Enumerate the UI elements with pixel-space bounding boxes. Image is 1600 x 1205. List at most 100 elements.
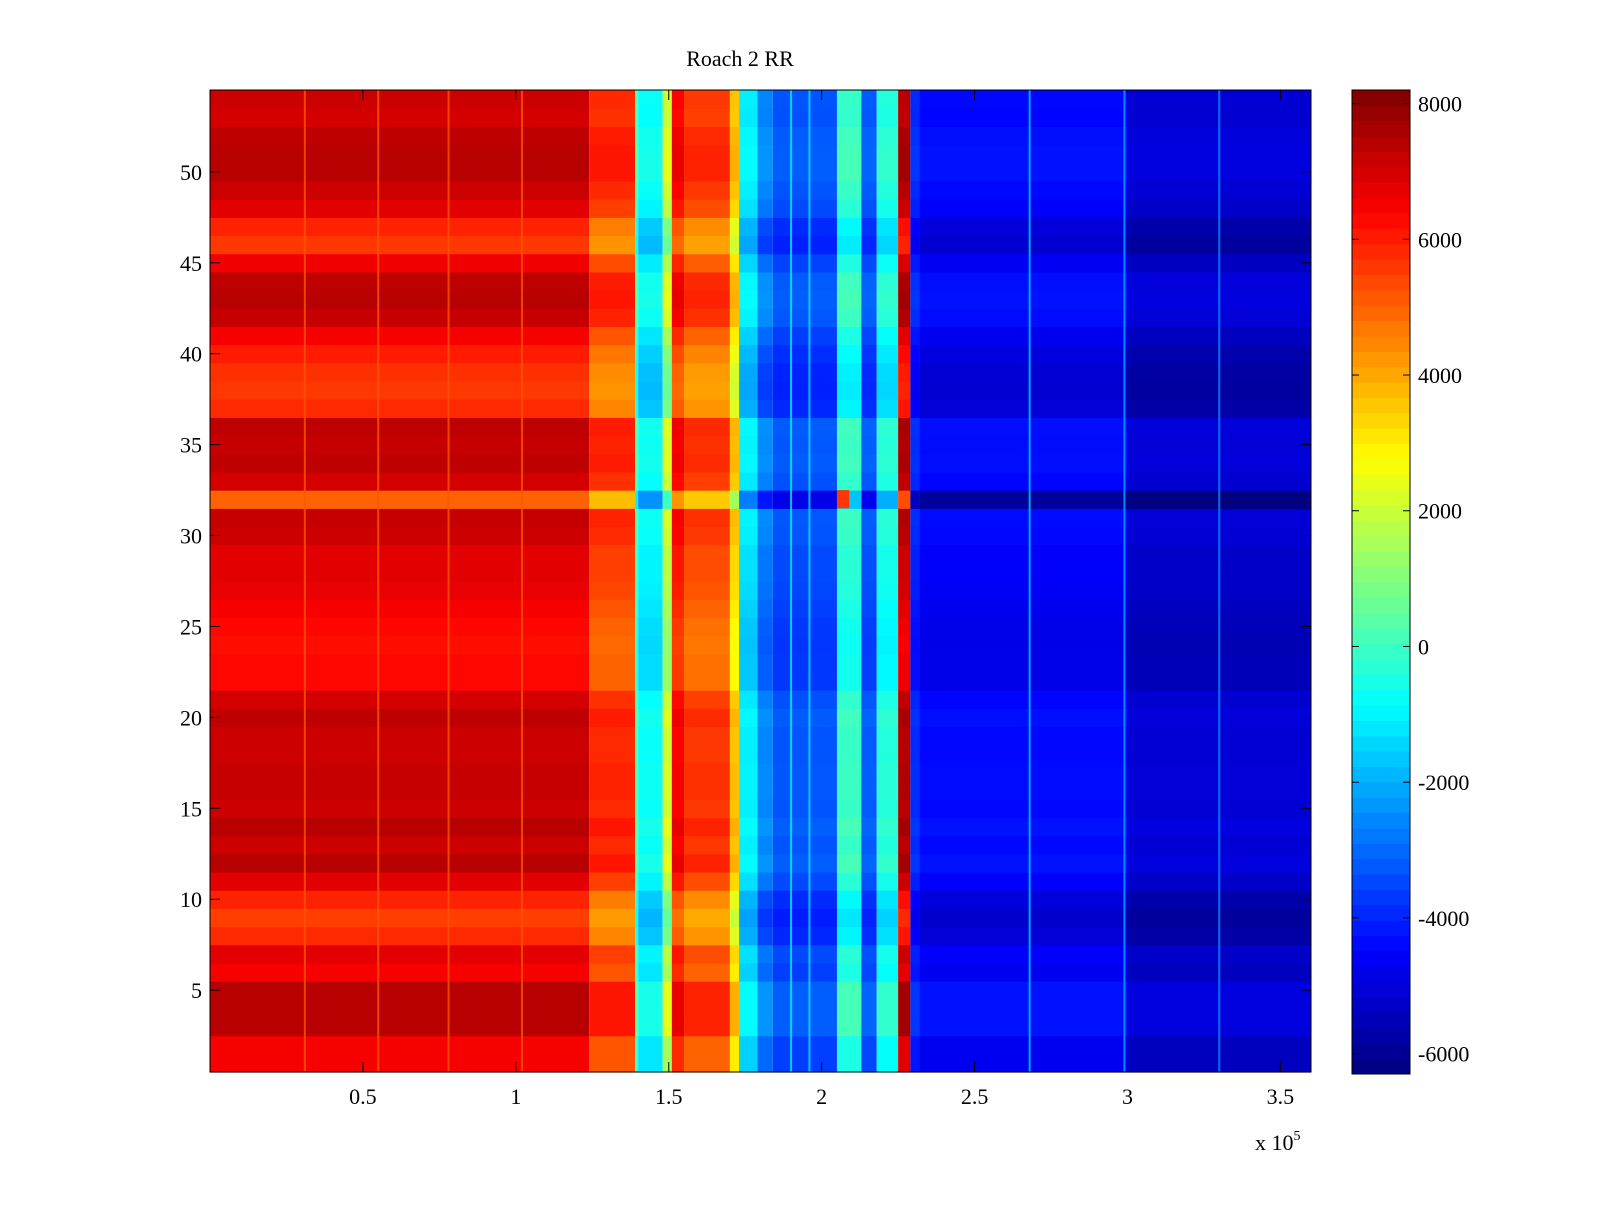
heatmap-cell [671,90,685,109]
heatmap-cell [589,799,636,819]
heatmap-cell [898,981,911,1000]
heatmap-cell [898,453,911,473]
colorbar-segment [1352,874,1410,890]
heatmap-cell [757,799,773,819]
heatmap-cell [635,908,639,928]
heatmap-cell [876,653,899,673]
heatmap-cell [919,1053,1128,1073]
heatmap-cell [729,871,740,891]
heatmap-cell [898,781,911,800]
heatmap-cell [662,453,672,473]
colorbar-segment [1352,535,1410,552]
heatmap-cell [836,671,862,691]
heatmap-cell [898,344,911,364]
colorbar-tick-label: 2000 [1418,499,1462,524]
heatmap-cell [898,326,911,346]
heatmap-cell [684,817,730,837]
colorbar-segment [1352,366,1410,383]
heatmap-cell [671,217,685,237]
heatmap-cell [638,126,663,146]
heatmap-cell [210,562,590,582]
heatmap-cell [671,399,685,418]
heatmap-cell [729,490,740,509]
heatmap-cell [861,999,877,1019]
heatmap-cell [739,671,758,691]
heatmap-cell [589,508,636,528]
heatmap-cell [757,853,773,873]
heatmap-cell [589,344,636,364]
y-tick-label: 40 [180,342,202,367]
heatmap-cell [772,617,837,637]
heatmap-cell [876,1053,899,1073]
heatmap-cell [589,417,636,437]
heatmap-cell [684,399,730,418]
heatmap-cell [684,380,730,400]
heatmap-cell [210,653,590,673]
heatmap-cell [671,999,685,1019]
heatmap-cell [757,217,773,237]
heatmap-cell [729,635,740,655]
heatmap-cell [757,435,773,455]
heatmap-cell [729,108,740,127]
heatmap-cell [757,871,773,891]
heatmap-cell [772,526,837,546]
heatmap-cell [589,817,636,837]
heatmap-cell [772,344,837,364]
heatmap-cell [210,726,590,746]
heatmap-cell [638,471,663,491]
heatmap-cell [684,962,730,982]
heatmap-cell [910,871,920,891]
heatmap-cell [638,781,663,800]
heatmap-cell [919,871,1128,891]
colorbar-segment [1352,489,1410,506]
heatmap-cell [919,235,1128,255]
heatmap-cell [836,944,862,964]
heatmap-cell [772,308,837,328]
heatmap-cell [589,744,636,764]
heatmap-cell [662,708,672,728]
heatmap-cell [729,526,740,546]
heatmap-cell [638,144,663,164]
heatmap-cell [876,726,899,746]
colorbar-segment [1352,674,1410,691]
heatmap-cell [772,708,837,728]
heatmap-cell [729,690,740,709]
heatmap-cell [684,799,730,819]
colorbar-segment [1352,997,1410,1013]
heatmap-cell [210,926,590,946]
heatmap-cell [729,744,740,764]
heatmap-cell [210,108,590,127]
heatmap-cell [739,744,758,764]
heatmap-cell [910,962,920,982]
heatmap-cell [861,526,877,546]
heatmap-cell [739,617,758,637]
colorbar-segment [1352,935,1410,952]
heatmap-cell [739,835,758,855]
heatmap-cell [757,890,773,909]
heatmap-cell [739,690,758,709]
heatmap-cell [638,380,663,400]
heatmap-cell [836,235,862,255]
heatmap-cell [729,399,740,418]
heatmap-cell [898,744,911,764]
heatmap-cell [836,308,862,328]
heatmap-cell [757,617,773,637]
heatmap-cell [919,999,1128,1019]
heatmap-cell [671,362,685,382]
heatmap-cell [729,90,740,109]
heatmap-cell [638,762,663,782]
heatmap-cell [638,635,663,655]
heatmap-cell [210,417,590,437]
heatmap-cell [919,180,1128,200]
heatmap-cell [729,435,740,455]
heatmap-cell [684,981,730,1000]
heatmap-cell [910,853,920,873]
heatmap-cell [919,90,1128,109]
heatmap-cell [635,126,639,146]
heatmap-cell [589,617,636,637]
heatmap-cell [876,271,899,291]
x-tick-label: 2 [816,1084,827,1109]
heatmap-cell [919,708,1128,728]
heatmap-cell [898,671,911,691]
